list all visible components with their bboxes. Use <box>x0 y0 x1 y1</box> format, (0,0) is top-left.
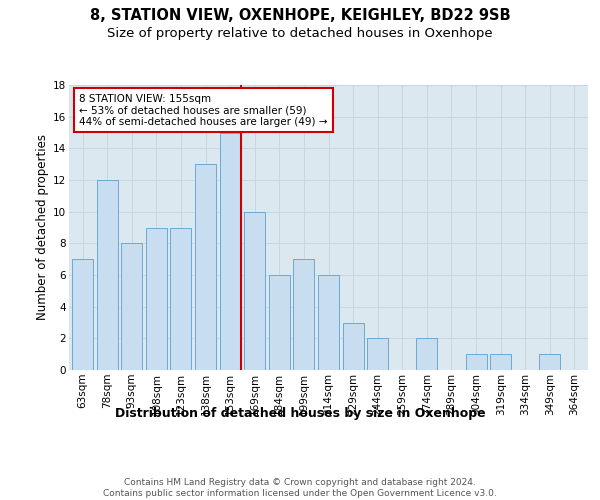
Bar <box>170 228 191 370</box>
Bar <box>416 338 437 370</box>
Bar <box>269 275 290 370</box>
Text: 8 STATION VIEW: 155sqm
← 53% of detached houses are smaller (59)
44% of semi-det: 8 STATION VIEW: 155sqm ← 53% of detached… <box>79 94 328 126</box>
Bar <box>318 275 339 370</box>
Bar <box>72 259 93 370</box>
Text: Distribution of detached houses by size in Oxenhope: Distribution of detached houses by size … <box>115 408 485 420</box>
Bar <box>220 132 241 370</box>
Text: Size of property relative to detached houses in Oxenhope: Size of property relative to detached ho… <box>107 28 493 40</box>
Bar <box>490 354 511 370</box>
Bar <box>244 212 265 370</box>
Bar <box>466 354 487 370</box>
Bar <box>97 180 118 370</box>
Bar <box>367 338 388 370</box>
Y-axis label: Number of detached properties: Number of detached properties <box>36 134 49 320</box>
Bar <box>293 259 314 370</box>
Bar <box>195 164 216 370</box>
Bar <box>539 354 560 370</box>
Text: Contains HM Land Registry data © Crown copyright and database right 2024.
Contai: Contains HM Land Registry data © Crown c… <box>103 478 497 498</box>
Bar <box>146 228 167 370</box>
Text: 8, STATION VIEW, OXENHOPE, KEIGHLEY, BD22 9SB: 8, STATION VIEW, OXENHOPE, KEIGHLEY, BD2… <box>89 8 511 22</box>
Bar <box>343 322 364 370</box>
Bar <box>121 244 142 370</box>
